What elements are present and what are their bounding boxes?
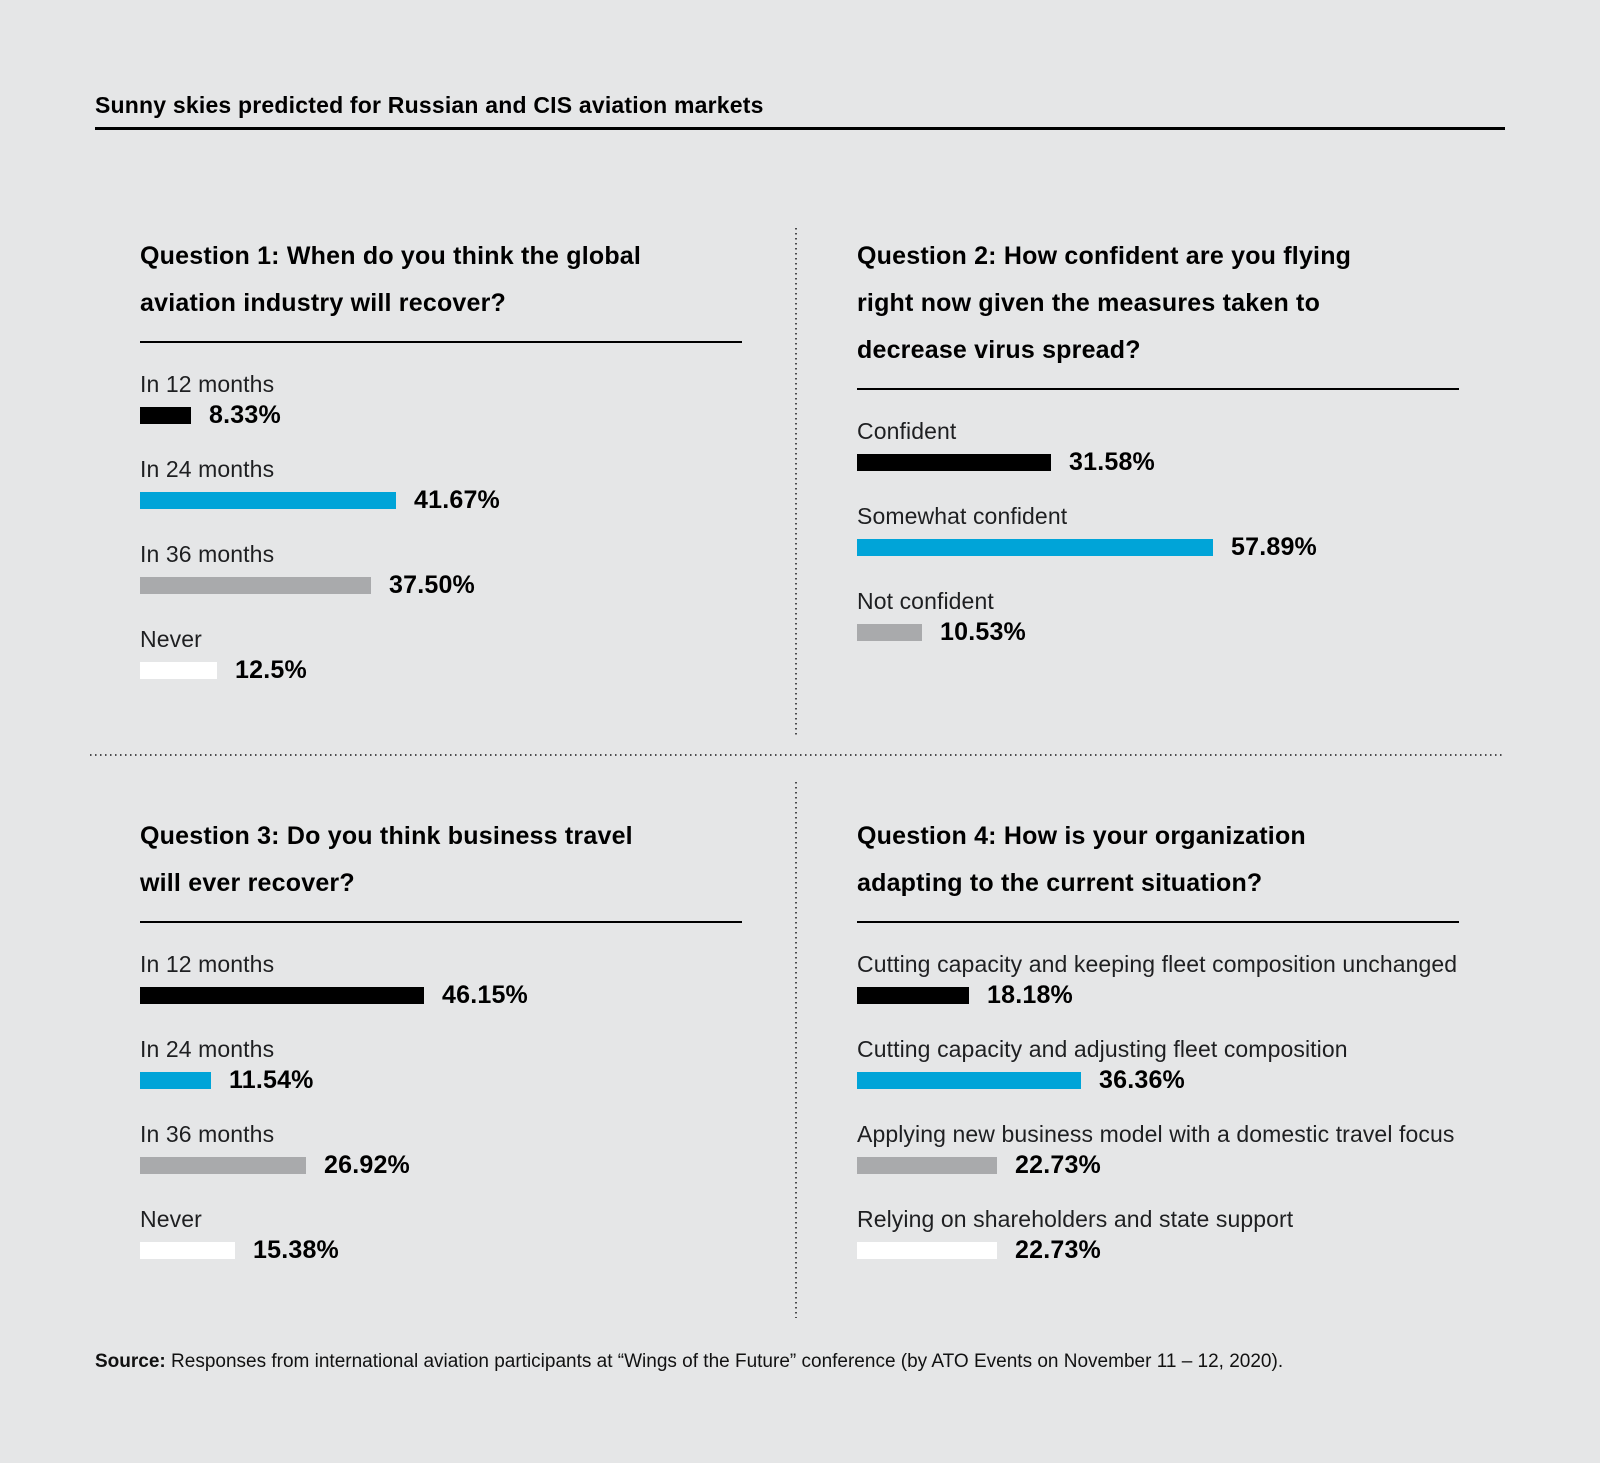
bar-value: 12.5% [235,656,307,684]
bar-label: In 36 months [140,541,275,567]
bar-blue [140,492,396,509]
source-label: Source: [95,1351,166,1372]
bar-value: 41.67% [414,486,500,514]
bar-label: Applying new business model with a domes… [857,1121,1455,1147]
bar-label: Relying on shareholders and state suppor… [857,1206,1294,1232]
bar-white [140,1242,235,1259]
bar-value: 22.73% [1015,1236,1101,1264]
bar-gray [140,1157,306,1174]
question-3-panel: Question 3: Do you think business travel… [140,813,742,1291]
bar-item: In 36 months 26.92% [140,1121,742,1179]
bar-white [857,1242,997,1259]
bar-item: Cutting capacity and adjusting fleet com… [857,1036,1459,1094]
title-rule [95,127,1505,130]
bar-blue [140,1072,211,1089]
question-2-heading: Question 2: How confident are you flying… [857,242,1352,364]
question-4-heading: Question 4: How is your organization ada… [857,822,1306,897]
question-1-heading: Question 1: When do you think the global… [140,242,642,317]
bar-white [140,662,217,679]
bar-value: 46.15% [442,981,528,1009]
bar-gray [857,624,922,641]
bar-gray [857,1157,997,1174]
bar-value: 10.53% [940,618,1026,646]
bar-item: Applying new business model with a domes… [857,1121,1459,1179]
bar-label: In 24 months [140,1036,275,1062]
question-3-items: In 12 months 46.15% In 24 months 11.54% … [140,951,742,1264]
bar-label: Cutting capacity and keeping fleet compo… [857,951,1458,977]
bar-item: Somewhat confident 57.89% [857,503,1459,561]
bar-value: 31.58% [1069,448,1155,476]
question-2-items: Confident 31.58% Somewhat confident 57.8… [857,418,1459,646]
bar-item: In 36 months 37.50% [140,541,742,599]
question-2-rule [857,388,1459,390]
bar-label: In 12 months [140,951,275,977]
bar-label: Never [140,626,202,652]
bar-item: Never 12.5% [140,626,742,684]
question-1-items: In 12 months 8.33% In 24 months 41.67% I… [140,371,742,684]
bar-value: 15.38% [253,1236,339,1264]
bar-item: Relying on shareholders and state suppor… [857,1206,1459,1264]
bar-blue [857,539,1213,556]
source-text: Responses from international aviation pa… [171,1351,1284,1372]
bar-item: Not confident 10.53% [857,588,1459,646]
bar-item: Cutting capacity and keeping fleet compo… [857,951,1459,1009]
bar-item: Confident 31.58% [857,418,1459,476]
bar-item: In 12 months 46.15% [140,951,742,1009]
bar-item: In 24 months 41.67% [140,456,742,514]
bar-label: Cutting capacity and adjusting fleet com… [857,1036,1348,1062]
horizontal-dotted-divider [90,754,1505,756]
bar-value: 36.36% [1099,1066,1185,1094]
bar-label: Not confident [857,588,994,614]
bar-black [140,407,191,424]
question-1-panel: Question 1: When do you think the global… [140,233,742,711]
question-3-rule [140,921,742,923]
source-note: Source: Responses from international avi… [95,1350,1515,1374]
bar-item: In 24 months 11.54% [140,1036,742,1094]
question-4-panel: Question 4: How is your organization ada… [857,813,1459,1291]
bar-label: In 24 months [140,456,275,482]
question-4-rule [857,921,1459,923]
bar-label: Never [140,1206,202,1232]
bar-value: 26.92% [324,1151,410,1179]
page-title: Sunny skies predicted for Russian and CI… [95,92,764,118]
bar-label: Confident [857,418,957,444]
bar-item: Never 15.38% [140,1206,742,1264]
bar-black [140,987,424,1004]
bar-value: 8.33% [209,401,281,429]
vertical-dotted-divider-top [795,228,797,736]
bar-blue [857,1072,1081,1089]
bar-item: In 12 months 8.33% [140,371,742,429]
question-1-rule [140,341,742,343]
bar-label: Somewhat confident [857,503,1068,529]
bar-value: 11.54% [229,1066,314,1094]
question-4-items: Cutting capacity and keeping fleet compo… [857,951,1459,1264]
bar-value: 37.50% [389,571,475,599]
bar-black [857,454,1051,471]
bar-label: In 12 months [140,371,275,397]
question-3-heading: Question 3: Do you think business travel… [140,822,633,897]
vertical-dotted-divider-bottom [795,782,797,1318]
bar-value: 22.73% [1015,1151,1101,1179]
question-2-panel: Question 2: How confident are you flying… [857,233,1459,673]
bar-value: 18.18% [987,981,1073,1009]
bar-gray [140,577,371,594]
bar-black [857,987,969,1004]
bar-label: In 36 months [140,1121,275,1147]
bar-value: 57.89% [1231,533,1317,561]
